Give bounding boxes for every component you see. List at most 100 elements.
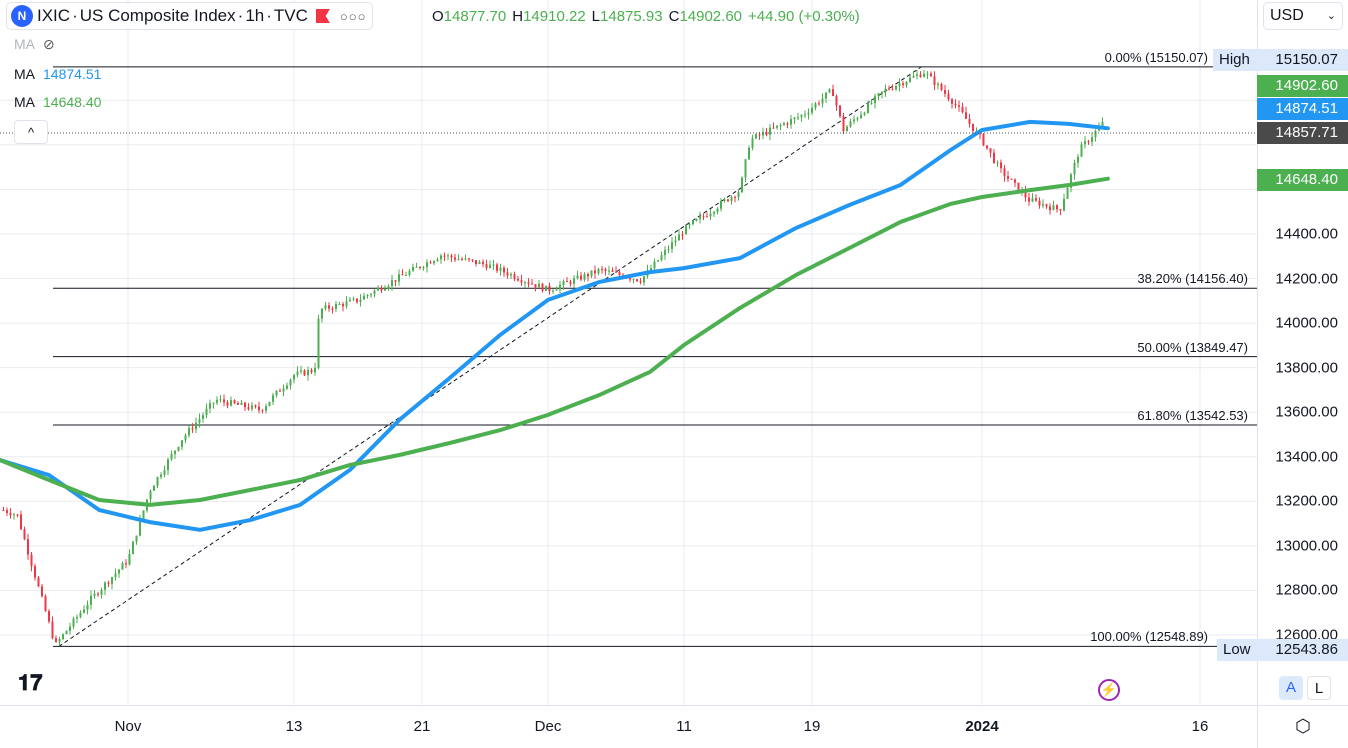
candle-body — [433, 261, 435, 264]
candle-body — [1070, 174, 1072, 188]
ma-fast-legend[interactable]: MA 14874.51 — [14, 66, 101, 82]
auto-scale-button[interactable]: A — [1279, 676, 1303, 700]
candle-body — [650, 268, 652, 271]
time-axis[interactable]: Nov 13 21 Dec 11 19 2024 16 ⬡ — [0, 705, 1348, 748]
candle-body — [331, 308, 334, 310]
crosshair-price-label: 14857.71 — [1257, 122, 1348, 144]
candle-body — [139, 519, 141, 536]
currency-select[interactable]: USD ⌄ — [1263, 2, 1343, 30]
candle-body — [51, 621, 54, 639]
candle-body — [867, 103, 869, 113]
candle-body — [457, 259, 460, 261]
candle-body — [576, 275, 579, 279]
candle-body — [702, 216, 705, 218]
candle-body — [471, 259, 474, 261]
candle-body — [737, 192, 740, 197]
candle-body — [293, 375, 295, 380]
fib-trend-line — [58, 66, 922, 647]
lightning-icon[interactable]: ⚡ — [1098, 679, 1120, 701]
candle-body — [44, 596, 47, 612]
candle-body — [807, 112, 810, 115]
ma-hidden-legend[interactable]: MA ⊘ — [14, 36, 55, 53]
candle-body — [13, 514, 15, 516]
candle-body — [895, 85, 897, 90]
candle-body — [762, 132, 764, 136]
candle-body — [912, 76, 915, 78]
candle-body — [16, 514, 19, 516]
ma-value: 14648.40 — [43, 94, 102, 110]
candle-body — [811, 107, 813, 113]
settings-icon[interactable]: ⬡ — [1257, 706, 1348, 748]
candle-body — [541, 283, 544, 291]
candle-body — [608, 270, 610, 272]
candle-body — [667, 248, 670, 251]
candle-body — [727, 199, 729, 202]
candle-body — [559, 284, 561, 290]
price-axis[interactable]: 14400.00 14200.00 14000.00 13800.00 13600.00… — [1257, 0, 1348, 705]
candle-body — [1087, 141, 1090, 143]
candle-body — [219, 399, 222, 401]
candle-body — [776, 125, 778, 128]
candle-body — [653, 261, 656, 269]
candle-body — [968, 118, 971, 124]
candle-body — [797, 117, 799, 119]
candle-body — [419, 266, 421, 268]
candle-body — [69, 626, 71, 631]
candle-body — [825, 92, 827, 99]
candle-body — [1035, 198, 1037, 201]
candle-body — [195, 422, 197, 430]
symbol-name: US Composite Index — [79, 6, 236, 25]
more-icon[interactable]: ○○○ — [339, 8, 367, 24]
candle-body — [636, 279, 638, 282]
candle-body — [1056, 205, 1058, 210]
ma-slow-legend[interactable]: MA 14648.40 — [14, 94, 101, 110]
candle-body — [135, 535, 138, 542]
candle-body — [692, 220, 694, 225]
log-scale-button[interactable]: L — [1307, 676, 1331, 700]
price-tick: 13800.00 — [1275, 359, 1338, 377]
candle-body — [1003, 168, 1006, 177]
candle-body — [377, 287, 379, 291]
candle-body — [688, 224, 691, 226]
sep: · — [72, 6, 78, 25]
candle-body — [37, 577, 40, 587]
candle-body — [517, 278, 519, 281]
tradingview-logo[interactable]: 𝟏𝟕 — [18, 670, 43, 695]
candle-body — [1031, 198, 1034, 202]
candle-body — [1063, 198, 1065, 211]
high-label: H — [512, 8, 524, 25]
candle-body — [1049, 206, 1051, 211]
candle-body — [1066, 187, 1069, 199]
candle-body — [1014, 179, 1016, 183]
candle-body — [828, 89, 831, 93]
candle-body — [524, 282, 526, 284]
candle-body — [279, 390, 281, 392]
candle-body — [615, 271, 617, 273]
candle-body — [482, 261, 484, 265]
price-chart[interactable] — [0, 0, 1257, 705]
candle-body — [450, 255, 453, 258]
candle-body — [611, 270, 614, 272]
eye-off-icon[interactable]: ⊘ — [43, 36, 55, 52]
time-tick: Nov — [114, 718, 142, 735]
candle-body — [128, 554, 131, 565]
candle-body — [317, 318, 320, 368]
fib-level-label: 61.80% (13542.53) — [1137, 408, 1248, 424]
candle-body — [923, 73, 925, 77]
candle-body — [986, 145, 988, 149]
candle-body — [58, 639, 61, 642]
candle-body — [839, 105, 841, 117]
collapse-legend-button[interactable]: ^ — [14, 120, 48, 144]
symbol-legend[interactable]: N IXIC · US Composite Index · 1h · TVC ○… — [6, 2, 374, 30]
candle-body — [940, 83, 943, 90]
candle-body — [1052, 205, 1055, 211]
candle-body — [849, 121, 852, 127]
flag-icon[interactable] — [315, 9, 330, 23]
candle-body — [629, 278, 631, 280]
candle-body — [513, 274, 516, 279]
candle-body — [1073, 162, 1076, 175]
ma-label: MA — [14, 36, 35, 52]
candle-body — [440, 255, 442, 260]
close-label: C — [668, 8, 680, 25]
candle-body — [1091, 137, 1093, 142]
